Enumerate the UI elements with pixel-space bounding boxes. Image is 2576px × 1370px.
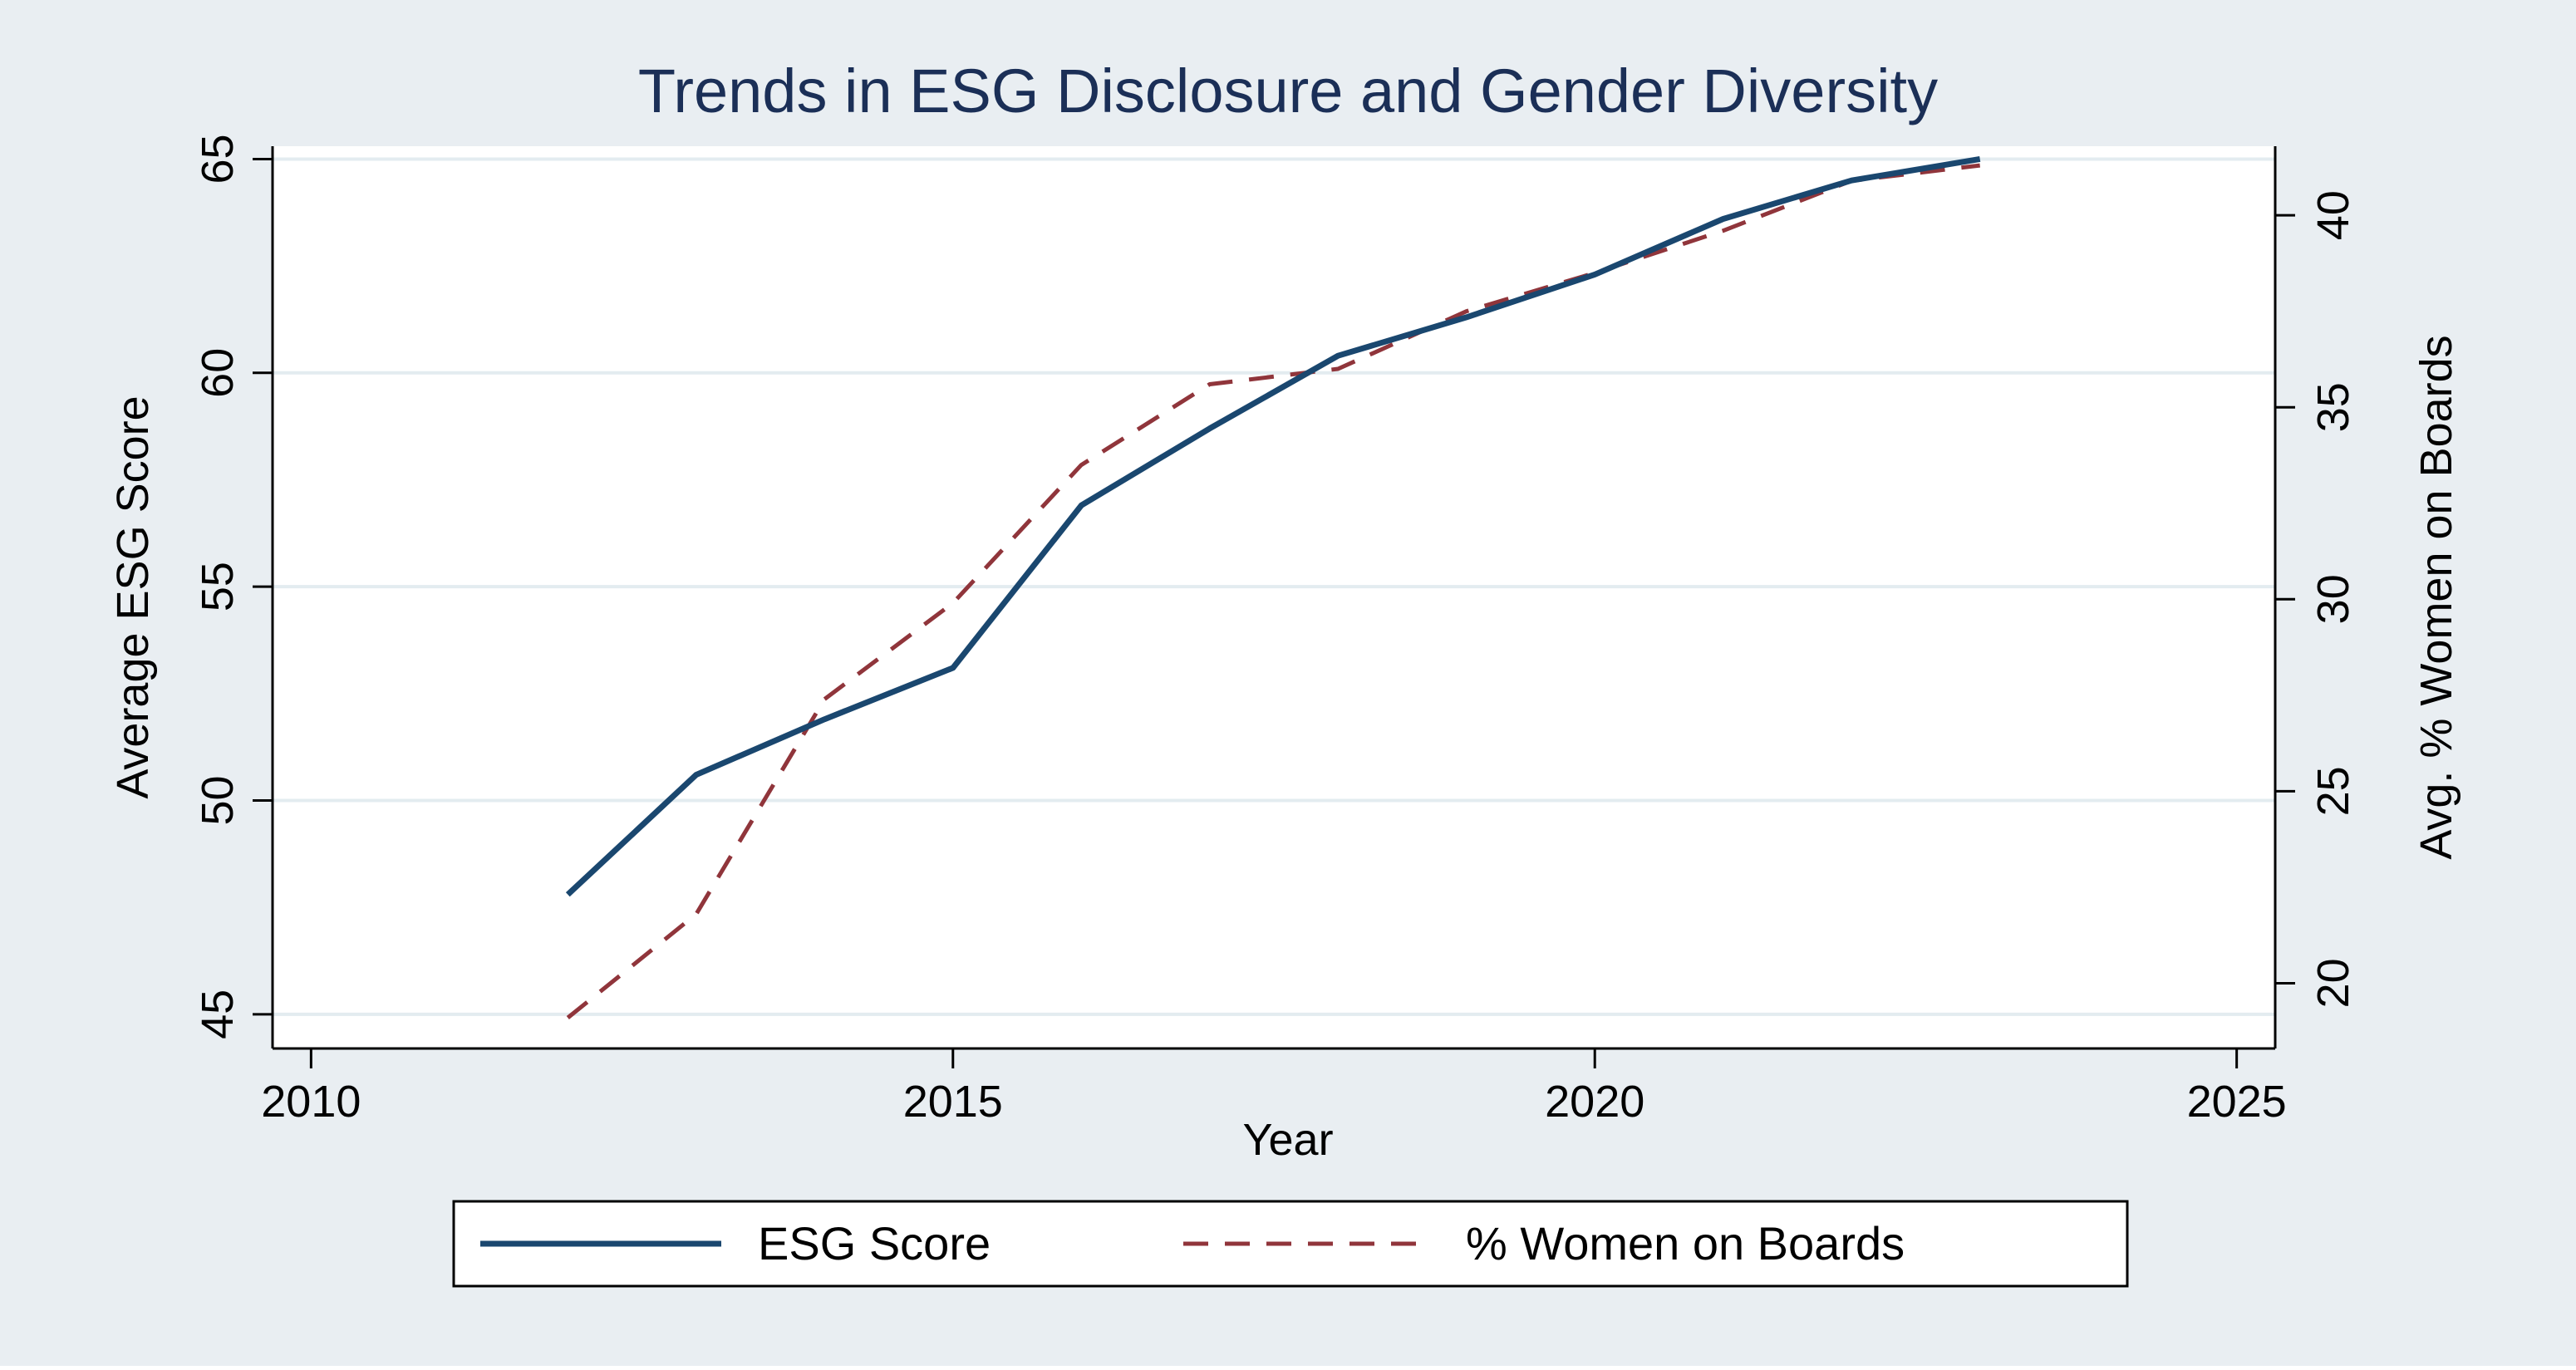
y-left-tick-label: 45	[193, 989, 243, 1039]
x-axis-ticks: 2010 2015 2020 2025	[261, 1048, 2287, 1127]
x-tick-label: 2010	[261, 1077, 361, 1127]
legend: ESG Score % Women on Boards	[452, 1200, 2129, 1288]
x-tick-label: 2020	[1545, 1077, 1644, 1127]
y-right-tick-label: 40	[2308, 190, 2358, 240]
y-left-tick-label: 50	[193, 775, 243, 825]
y-left-tick-label: 60	[193, 348, 243, 398]
series-line-esg-score	[565, 155, 1981, 897]
y-left-tick-label: 65	[193, 134, 243, 184]
y-right-tick-label: 25	[2308, 766, 2358, 816]
legend-label-women-on-boards: % Women on Boards	[1466, 1217, 1905, 1269]
y-axis-right-label: Avg. % Women on Boards	[2411, 335, 2461, 859]
y-axis-left-label: Average ESG Score	[108, 395, 158, 798]
grid-lines	[273, 157, 2275, 1016]
legend-label-esg-score: ESG Score	[758, 1217, 991, 1269]
series-line-women-on-boards	[566, 163, 1980, 1019]
y-axis-right-ticks: 20 25 30 35 40	[2275, 190, 2358, 1008]
y-right-tick-label: 20	[2308, 958, 2358, 1008]
series-layer	[565, 155, 1981, 1019]
y-axis-left-ticks: 45 50 55 60 65	[193, 134, 273, 1039]
plot-area-background	[273, 146, 2275, 1048]
y-right-tick-label: 35	[2308, 382, 2358, 432]
x-tick-label: 2025	[2187, 1077, 2287, 1127]
y-right-tick-label: 30	[2308, 574, 2358, 624]
chart-title: Trends in ESG Disclosure and Gender Dive…	[638, 56, 1938, 125]
y-left-tick-label: 55	[193, 562, 243, 611]
x-tick-label: 2015	[903, 1077, 1003, 1127]
x-axis-label: Year	[1242, 1115, 1333, 1165]
